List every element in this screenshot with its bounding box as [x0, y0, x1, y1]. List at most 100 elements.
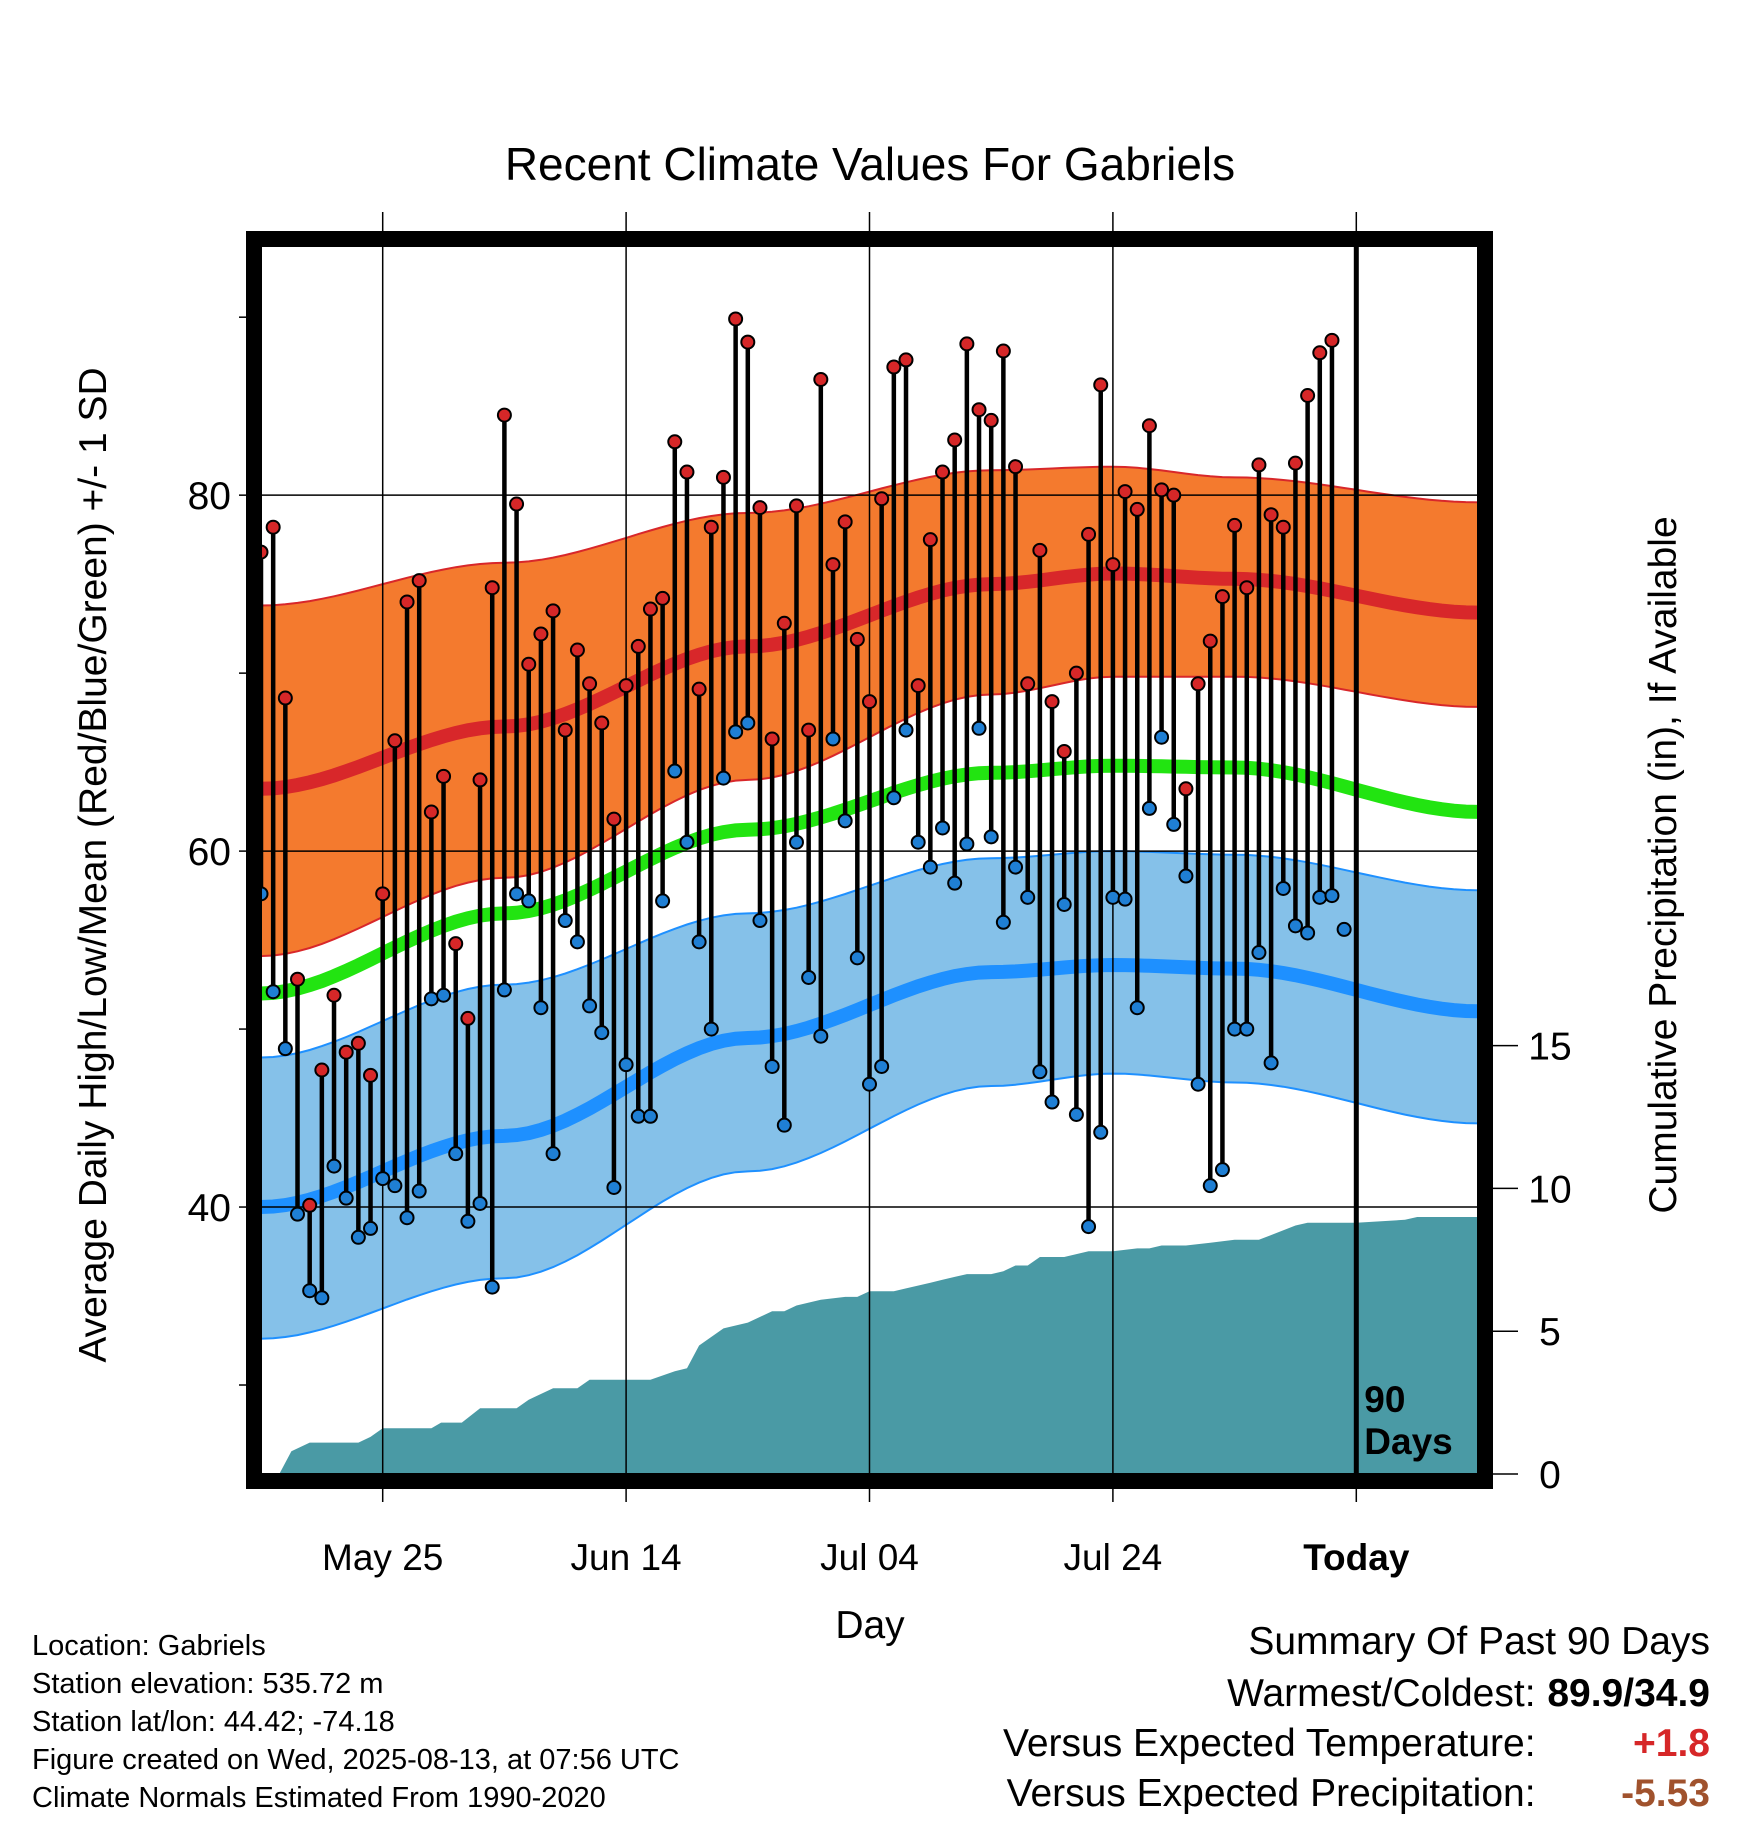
high-temp-point — [862, 694, 877, 710]
high-temp-point — [825, 557, 841, 573]
high-temp-point — [1093, 377, 1109, 393]
low-temp-point — [1081, 1219, 1097, 1235]
high-temp-point — [655, 590, 671, 606]
footer-latlon: Station lat/lon: 44.42; -74.18 — [32, 1706, 395, 1738]
high-temp-point — [1227, 517, 1243, 533]
high-temp-point — [679, 464, 695, 480]
y-axis-label: Average Daily High/Low/Mean (Red/Blue/Gr… — [72, 367, 115, 1362]
low-temp-point — [886, 790, 902, 806]
low-temp-point — [837, 813, 853, 829]
low-temp-point — [1093, 1124, 1109, 1140]
low-temp-point — [399, 1210, 415, 1226]
low-temp-point — [715, 770, 731, 786]
low-temp-point — [1129, 1000, 1145, 1016]
precip-value: -5.53 — [1621, 1772, 1710, 1815]
high-temp-point — [910, 678, 926, 694]
x-axis-label: Day — [835, 1604, 905, 1647]
low-temp-point — [959, 836, 975, 852]
low-temp-point — [606, 1179, 622, 1195]
low-temp-point — [703, 1021, 719, 1037]
high-temp-point — [1263, 507, 1279, 523]
y2-tick-label: 5 — [1539, 1311, 1561, 1354]
high-temp-point — [947, 432, 963, 448]
footer-location: Location: Gabriels — [32, 1630, 266, 1662]
summary-temp: Versus Expected Temperature: +1.8 — [1003, 1722, 1710, 1766]
high-temp-point — [338, 1044, 354, 1060]
low-temp-point — [630, 1108, 646, 1124]
low-temp-point — [874, 1058, 890, 1074]
y2-tick-label: 0 — [1539, 1454, 1561, 1497]
footer-elevation: Station elevation: 535.72 m — [32, 1668, 384, 1700]
low-temp-point — [569, 934, 585, 950]
high-temp-point — [1166, 487, 1182, 503]
low-temp-point — [1239, 1021, 1255, 1037]
low-temp-point — [898, 722, 914, 738]
high-temp-point — [1275, 519, 1291, 535]
low-temp-point — [423, 991, 439, 1007]
high-temp-point — [496, 407, 512, 423]
high-temp-point — [935, 464, 951, 480]
low-temp-point — [1141, 800, 1157, 816]
low-temp-point — [545, 1146, 561, 1162]
high-temp-point — [594, 715, 610, 731]
high-temp-point — [1044, 694, 1060, 710]
high-temp-point — [1056, 743, 1072, 759]
low-temp-point — [363, 1220, 379, 1236]
high-temp-point — [1300, 387, 1316, 403]
low-temp-point — [935, 820, 951, 836]
low-temp-point — [1056, 896, 1072, 912]
low-temp-point — [813, 1028, 829, 1044]
high-temp-point — [764, 731, 780, 747]
high-temp-point — [752, 500, 768, 516]
low-temp-point — [314, 1290, 330, 1306]
high-temp-point — [1081, 526, 1097, 542]
x-tick-label: Today — [1303, 1537, 1410, 1578]
plot-area: 40 60 80 0 5 10 15 May 25 Jun 14 Jul 04 Jul 24 Toda… — [188, 212, 1572, 1578]
high-temp-point — [1251, 457, 1267, 473]
low-temp-point — [1044, 1094, 1060, 1110]
high-temp-point — [728, 311, 744, 327]
y2-tick-label: 15 — [1528, 1026, 1571, 1069]
low-temp-point — [594, 1025, 610, 1041]
high-temp-point — [959, 336, 975, 352]
high-temp-point — [1032, 542, 1048, 558]
high-temp-point — [898, 352, 914, 368]
high-temp-point — [1117, 484, 1133, 500]
low-temp-point — [387, 1178, 403, 1194]
low-temp-point — [1336, 921, 1352, 937]
high-temp-point — [423, 804, 439, 820]
chart-title: Recent Climate Values For Gabriels — [505, 138, 1235, 190]
low-temp-point — [460, 1213, 476, 1229]
low-temp-point — [290, 1206, 306, 1222]
low-temp-point — [1154, 729, 1170, 745]
temp-label: Versus Expected Temperature: — [1002, 1722, 1536, 1765]
high-temp-point — [630, 638, 646, 654]
high-temp-point — [545, 603, 561, 619]
footer-created: Figure created on Wed, 2025-08-13, at 07… — [32, 1744, 680, 1776]
high-temp-point — [1239, 580, 1255, 596]
temp-value: +1.8 — [1633, 1722, 1710, 1765]
high-temp-point — [509, 496, 525, 512]
low-temp-point — [338, 1190, 354, 1206]
low-temp-point — [302, 1283, 318, 1299]
high-temp-point — [1154, 482, 1170, 498]
low-temp-point — [740, 715, 756, 731]
low-temp-point — [776, 1117, 792, 1133]
high-temp-point — [995, 343, 1011, 359]
high-temp-point — [971, 402, 987, 418]
high-temp-point — [618, 678, 634, 694]
low-temp-point — [752, 913, 768, 929]
high-temp-point — [1068, 665, 1084, 681]
low-temp-point — [496, 982, 512, 998]
low-temp-point — [1300, 925, 1316, 941]
low-temp-point — [618, 1057, 634, 1073]
y-tick-label: 80 — [188, 475, 231, 518]
low-temp-point — [947, 875, 963, 891]
low-temp-point — [1008, 859, 1024, 875]
low-temp-point — [849, 950, 865, 966]
high-temp-point — [521, 656, 537, 672]
warm-cold-value: 89.9/34.9 — [1547, 1672, 1710, 1715]
high-temp-point — [886, 359, 902, 375]
summary-precip: Versus Expected Precipitation: -5.53 — [1007, 1772, 1710, 1816]
low-temp-point — [1166, 816, 1182, 832]
